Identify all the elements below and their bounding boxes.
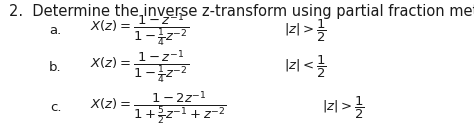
Text: $|z| > \dfrac{1}{2}$: $|z| > \dfrac{1}{2}$ bbox=[322, 95, 365, 121]
Text: 2.  Determine the inverse z-transform using partial fraction method.: 2. Determine the inverse z-transform usi… bbox=[9, 4, 474, 19]
Text: $X(z) = \dfrac{1-z^{-1}}{1-\frac{1}{4}z^{-2}}$: $X(z) = \dfrac{1-z^{-1}}{1-\frac{1}{4}z^… bbox=[90, 12, 189, 49]
Text: $X(z) = \dfrac{1-z^{-1}}{1-\frac{1}{4}z^{-2}}$: $X(z) = \dfrac{1-z^{-1}}{1-\frac{1}{4}z^… bbox=[90, 49, 189, 86]
Text: b.: b. bbox=[49, 61, 62, 74]
Text: c.: c. bbox=[50, 101, 62, 114]
Text: $|z| > \dfrac{1}{2}$: $|z| > \dfrac{1}{2}$ bbox=[284, 17, 327, 44]
Text: a.: a. bbox=[49, 24, 62, 37]
Text: $X(z) = \dfrac{1-2z^{-1}}{1+\frac{5}{2}z^{-1}+z^{-2}}$: $X(z) = \dfrac{1-2z^{-1}}{1+\frac{5}{2}z… bbox=[90, 89, 227, 127]
Text: $|z| < \dfrac{1}{2}$: $|z| < \dfrac{1}{2}$ bbox=[284, 54, 327, 80]
